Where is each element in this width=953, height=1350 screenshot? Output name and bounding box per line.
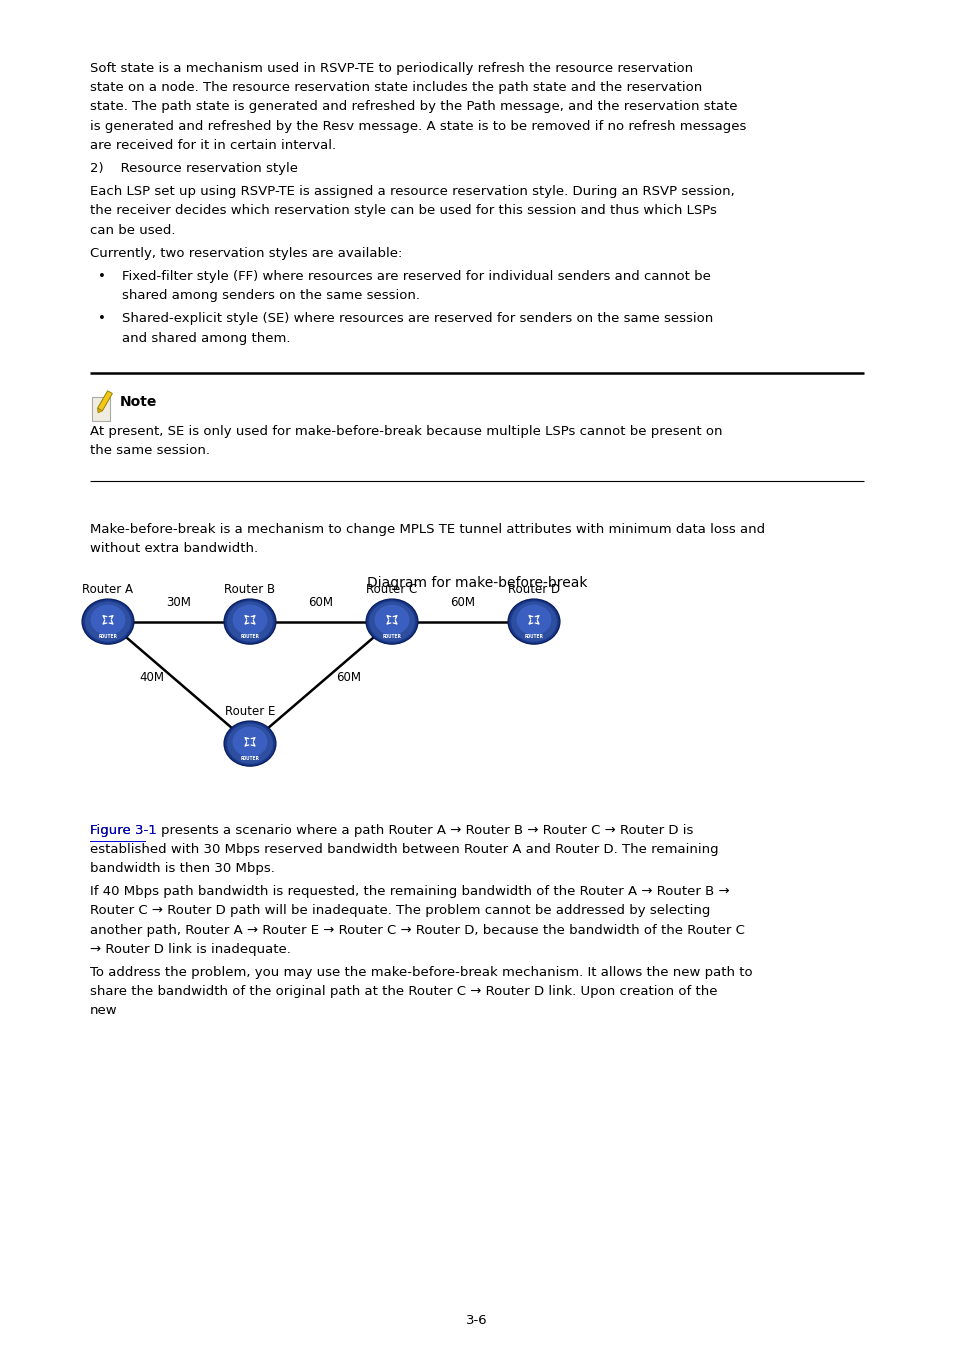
Text: ROUTER: ROUTER	[98, 634, 117, 640]
Ellipse shape	[82, 599, 133, 644]
Text: Shared-explicit style (SE) where resources are reserved for senders on the same : Shared-explicit style (SE) where resourc…	[122, 312, 713, 325]
Text: Fixed-filter style (FF) where resources are reserved for individual senders and : Fixed-filter style (FF) where resources …	[122, 270, 710, 284]
Polygon shape	[97, 408, 102, 413]
Text: ROUTER: ROUTER	[240, 756, 259, 761]
Text: Router B: Router B	[224, 583, 275, 595]
Text: Router C → Router D path will be inadequate. The problem cannot be addressed by : Router C → Router D path will be inadequ…	[90, 904, 710, 918]
Text: new: new	[90, 1004, 117, 1018]
Ellipse shape	[233, 726, 267, 757]
Ellipse shape	[226, 601, 274, 643]
Text: 60M: 60M	[335, 671, 360, 684]
Ellipse shape	[226, 722, 274, 764]
Text: Router A: Router A	[82, 583, 133, 595]
Ellipse shape	[510, 601, 558, 643]
Text: At present, SE is only used for make-before-break because multiple LSPs cannot b: At present, SE is only used for make-bef…	[90, 425, 721, 437]
Text: ROUTER: ROUTER	[240, 634, 259, 640]
Text: Router E: Router E	[225, 705, 274, 718]
Text: the receiver decides which reservation style can be used for this session and th: the receiver decides which reservation s…	[90, 204, 716, 217]
Text: Make-before-break is a mechanism to change MPLS TE tunnel attributes with minimu: Make-before-break is a mechanism to chan…	[90, 524, 764, 536]
Text: Note: Note	[120, 394, 157, 409]
Text: Router C: Router C	[366, 583, 417, 595]
Ellipse shape	[91, 605, 125, 634]
Ellipse shape	[375, 605, 409, 634]
Text: the same session.: the same session.	[90, 444, 210, 458]
Ellipse shape	[84, 601, 132, 643]
Text: Soft state is a mechanism used in RSVP-TE to periodically refresh the resource r: Soft state is a mechanism used in RSVP-T…	[90, 62, 693, 76]
Ellipse shape	[366, 599, 417, 644]
Text: bandwidth is then 30 Mbps.: bandwidth is then 30 Mbps.	[90, 863, 274, 875]
Text: •: •	[98, 312, 106, 325]
Text: established with 30 Mbps reserved bandwidth between Router A and Router D. The r: established with 30 Mbps reserved bandwi…	[90, 842, 718, 856]
Text: •: •	[98, 270, 106, 284]
Text: share the bandwidth of the original path at the Router C → Router D link. Upon c: share the bandwidth of the original path…	[90, 986, 717, 998]
Text: 2)    Resource reservation style: 2) Resource reservation style	[90, 162, 297, 176]
Text: 3-6: 3-6	[466, 1314, 487, 1327]
Text: shared among senders on the same session.: shared among senders on the same session…	[122, 289, 419, 302]
Text: → Router D link is inadequate.: → Router D link is inadequate.	[90, 942, 291, 956]
Text: Figure 3-1 presents a scenario where a path Router A → Router B → Router C → Rou: Figure 3-1 presents a scenario where a p…	[90, 824, 693, 837]
Text: are received for it in certain interval.: are received for it in certain interval.	[90, 139, 335, 151]
Text: is generated and refreshed by the Resv message. A state is to be removed if no r: is generated and refreshed by the Resv m…	[90, 120, 745, 132]
Text: and shared among them.: and shared among them.	[122, 332, 291, 344]
Ellipse shape	[224, 721, 275, 765]
Ellipse shape	[516, 605, 551, 634]
Ellipse shape	[224, 599, 275, 644]
FancyBboxPatch shape	[91, 397, 110, 421]
Text: 60M: 60M	[450, 595, 475, 609]
Text: Each LSP set up using RSVP-TE is assigned a resource reservation style. During a: Each LSP set up using RSVP-TE is assigne…	[90, 185, 734, 198]
Text: Currently, two reservation styles are available:: Currently, two reservation styles are av…	[90, 247, 402, 259]
Text: ROUTER: ROUTER	[382, 634, 401, 640]
Text: without extra bandwidth.: without extra bandwidth.	[90, 543, 258, 555]
Text: If 40 Mbps path bandwidth is requested, the remaining bandwidth of the Router A : If 40 Mbps path bandwidth is requested, …	[90, 886, 729, 898]
Text: state on a node. The resource reservation state includes the path state and the : state on a node. The resource reservatio…	[90, 81, 701, 95]
Text: 40M: 40M	[139, 671, 164, 684]
Text: 60M: 60M	[308, 595, 334, 609]
Text: Router D: Router D	[507, 583, 559, 595]
Polygon shape	[97, 390, 112, 410]
Text: To address the problem, you may use the make-before-break mechanism. It allows t: To address the problem, you may use the …	[90, 967, 752, 979]
Ellipse shape	[508, 599, 559, 644]
Text: can be used.: can be used.	[90, 224, 175, 236]
Text: Diagram for make-before-break: Diagram for make-before-break	[366, 575, 587, 590]
Ellipse shape	[368, 601, 416, 643]
Text: another path, Router A → Router E → Router C → Router D, because the bandwidth o: another path, Router A → Router E → Rout…	[90, 923, 744, 937]
Ellipse shape	[233, 605, 267, 634]
Text: ROUTER: ROUTER	[524, 634, 543, 640]
Text: 30M: 30M	[167, 595, 192, 609]
Text: Figure 3-1: Figure 3-1	[90, 824, 156, 837]
Text: state. The path state is generated and refreshed by the Path message, and the re: state. The path state is generated and r…	[90, 100, 737, 113]
